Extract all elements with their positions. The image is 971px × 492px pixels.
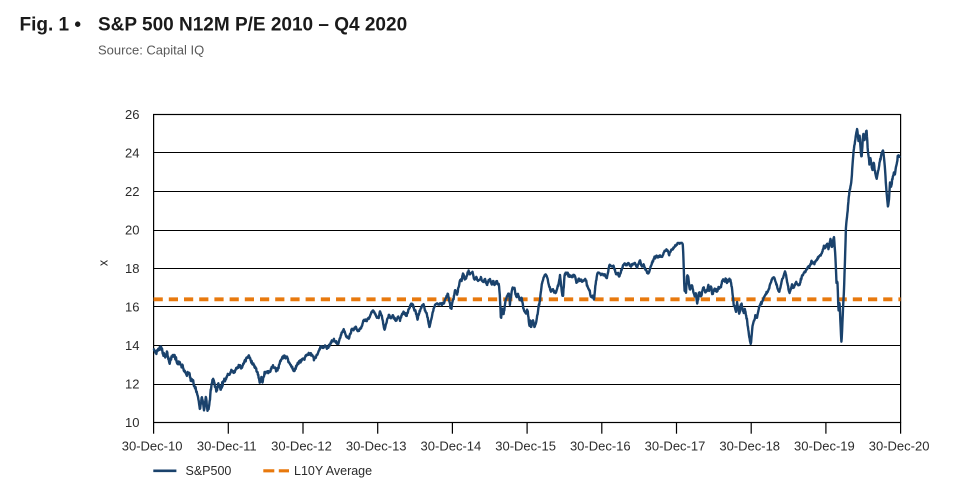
svg-text:30-Dec-19: 30-Dec-19: [794, 439, 855, 454]
svg-text:30-Dec-18: 30-Dec-18: [719, 439, 780, 454]
svg-text:16: 16: [125, 300, 139, 315]
svg-text:22: 22: [125, 184, 139, 199]
svg-text:30-Dec-13: 30-Dec-13: [346, 439, 407, 454]
svg-text:18: 18: [125, 261, 139, 276]
svg-text:14: 14: [125, 338, 139, 353]
svg-text:30-Dec-14: 30-Dec-14: [421, 439, 482, 454]
svg-text:12: 12: [125, 377, 139, 392]
svg-text:Fig. 1 •: Fig. 1 •: [20, 15, 82, 36]
svg-text:30-Dec-20: 30-Dec-20: [869, 439, 930, 454]
svg-text:x: x: [97, 259, 111, 266]
svg-text:30-Dec-16: 30-Dec-16: [570, 439, 631, 454]
svg-text:30-Dec-12: 30-Dec-12: [271, 439, 332, 454]
svg-text:S&P 500 N12M P/E 2010 – Q4 202: S&P 500 N12M P/E 2010 – Q4 2020: [98, 15, 407, 36]
svg-text:10: 10: [125, 415, 139, 430]
svg-text:30-Dec-11: 30-Dec-11: [197, 439, 257, 454]
svg-text:S&P500: S&P500: [186, 464, 232, 478]
svg-text:L10Y Average: L10Y Average: [294, 464, 372, 478]
svg-text:Source: Capital IQ: Source: Capital IQ: [98, 43, 204, 58]
svg-text:24: 24: [125, 146, 139, 161]
svg-text:26: 26: [125, 107, 139, 122]
svg-text:30-Dec-17: 30-Dec-17: [645, 439, 706, 454]
svg-text:30-Dec-10: 30-Dec-10: [122, 439, 183, 454]
svg-text:20: 20: [125, 223, 139, 238]
svg-text:30-Dec-15: 30-Dec-15: [495, 439, 556, 454]
